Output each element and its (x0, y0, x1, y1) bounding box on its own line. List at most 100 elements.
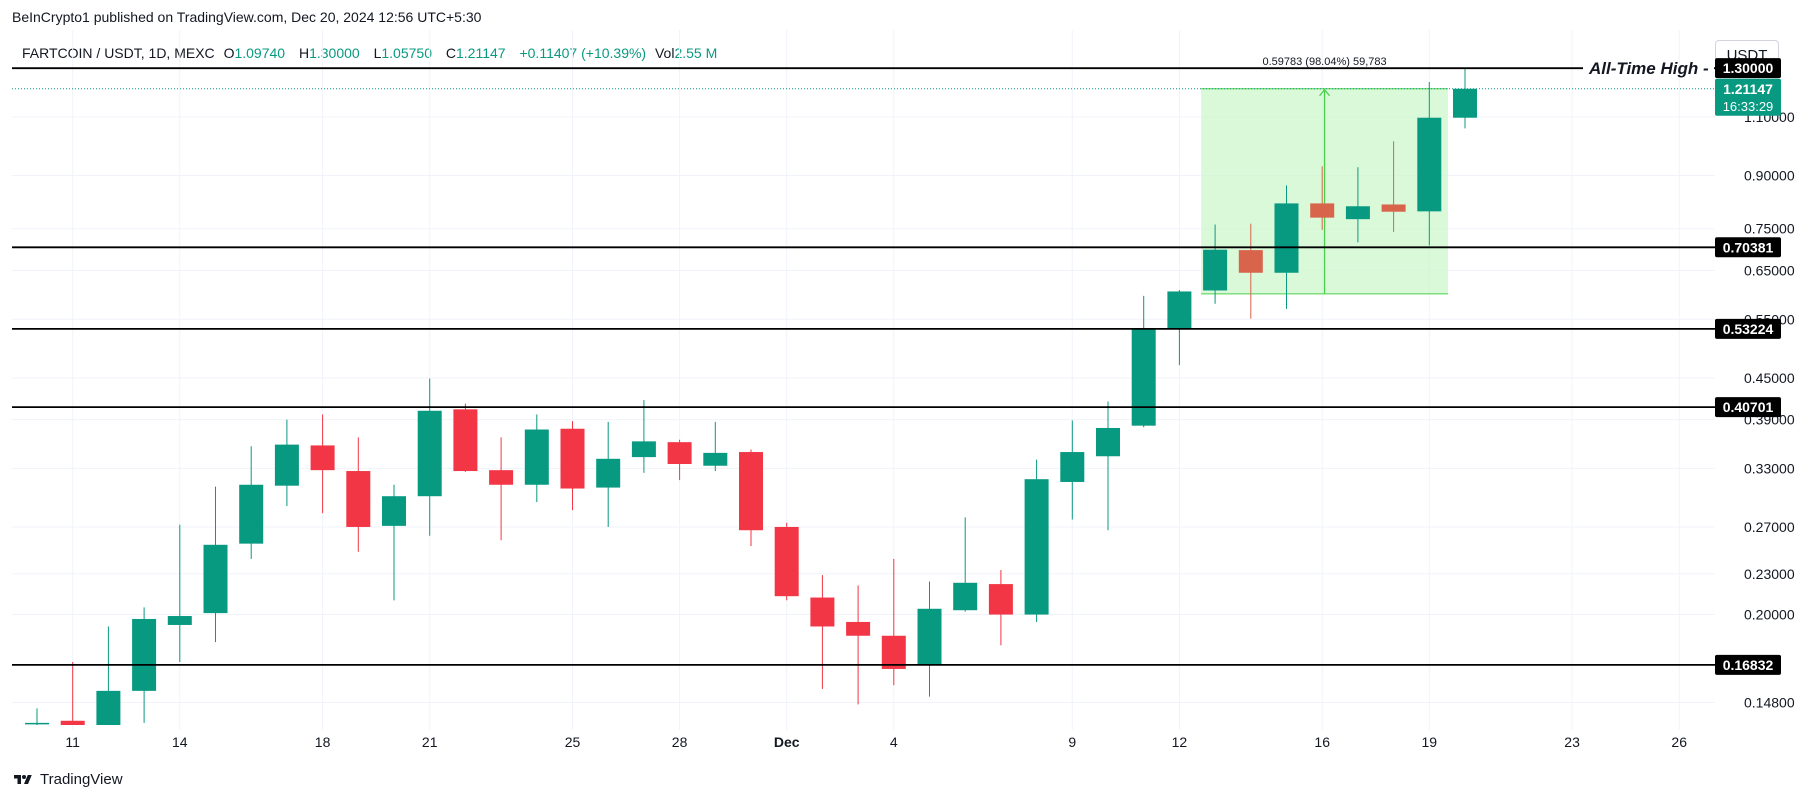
low-value: 1.05750 (381, 45, 432, 61)
close-label: C (445, 45, 456, 61)
level-price-label: 0.53224 (1723, 321, 1774, 337)
x-tick-label: 11 (65, 734, 80, 750)
candle-down (453, 409, 478, 472)
x-tick-label: 14 (172, 734, 188, 750)
candle-up (1345, 206, 1370, 220)
y-tick-label: 0.14800 (1744, 694, 1795, 710)
candle-down (739, 452, 763, 531)
x-tick-label: Dec (774, 734, 800, 750)
level-price-label: 1.30000 (1723, 60, 1774, 76)
candle-down (667, 442, 692, 464)
range-arrow-head (1319, 88, 1331, 97)
candle-up (1203, 249, 1228, 291)
candle-down (1310, 203, 1335, 218)
candle-up (382, 496, 406, 526)
range-measure: 0.59783 (98.04%) 59,783 (1201, 56, 1448, 295)
candle-down (1238, 250, 1263, 273)
candle-up (203, 544, 228, 614)
ath-annotation: All-Time High - (1588, 59, 1709, 78)
close-value: 1.21147 (456, 45, 506, 61)
tradingview-logo-icon (14, 774, 32, 784)
published-caption: BeInCrypto1 published on TradingView.com… (12, 9, 482, 25)
candle-down (846, 621, 871, 636)
candle-up (953, 582, 978, 611)
candle-down (1381, 204, 1406, 212)
low-label: L (373, 45, 382, 61)
candle-up (96, 690, 121, 725)
footer[interactable]: TradingView (12, 771, 123, 788)
time-axis: 11 14 18 21 25 28 Dec 4 9 12 16 19 23 26 (65, 734, 1687, 750)
level-price-label: 0.16832 (1723, 657, 1774, 673)
volume-label: Vol (654, 45, 675, 61)
candle-up (274, 444, 299, 486)
x-tick-label: 21 (422, 734, 438, 750)
ohlc-legend: FARTCOIN / USDT, 1D, MEXC O1.09740 H1.30… (22, 45, 727, 61)
candle-up (1417, 117, 1442, 212)
y-tick-label: 0.20000 (1744, 607, 1795, 623)
candle-up (1060, 452, 1085, 482)
support-resistance-levels: All-Time High - (12, 59, 1715, 666)
candle-down (810, 597, 835, 627)
candle-up (1096, 427, 1120, 457)
candle-up (167, 616, 192, 625)
price-axis: 0.148000.200000.230000.270000.330000.390… (1715, 58, 1795, 710)
candle-up (703, 452, 728, 466)
countdown-label: 16:33:29 (1723, 99, 1774, 114)
candle-up (524, 429, 549, 485)
candle-down (774, 526, 799, 597)
candle-up (239, 484, 264, 544)
change-value: +0.11407 (+10.39%) (519, 45, 647, 61)
y-tick-label: 0.45000 (1744, 370, 1795, 386)
level-price-tag (1715, 318, 1781, 339)
level-price-tag (1715, 654, 1781, 675)
x-tick-label: 28 (672, 734, 688, 750)
candle-down (310, 445, 335, 471)
level-price-label: 0.70381 (1723, 239, 1774, 255)
x-tick-label: 4 (890, 734, 898, 750)
open-value: 1.09740 (234, 45, 286, 61)
level-price-label: 0.40701 (1723, 399, 1774, 415)
y-tick-label: 0.75000 (1744, 221, 1795, 237)
volume-value: 2.55 M (674, 45, 718, 61)
y-tick-label: 0.65000 (1744, 263, 1795, 279)
symbol-label[interactable]: FARTCOIN / USDT, 1D, MEXC (22, 45, 215, 61)
candle-down (346, 471, 371, 527)
y-tick-label: 0.23000 (1744, 566, 1795, 582)
candle-down (560, 428, 585, 489)
candle-up (132, 618, 157, 691)
candle-down (60, 720, 85, 725)
candle-up (1274, 203, 1299, 273)
y-tick-label: 0.33000 (1744, 460, 1795, 476)
candle-up (25, 722, 49, 725)
x-tick-label: 23 (1564, 734, 1580, 750)
high-value: 1.30000 (309, 45, 360, 61)
level-price-tag (1715, 237, 1781, 258)
candles (25, 68, 1477, 725)
x-tick-label: 26 (1671, 734, 1687, 750)
level-price-tag (1715, 58, 1781, 79)
high-label: H (298, 45, 310, 61)
x-tick-label: 25 (565, 734, 581, 750)
candle-up (417, 410, 442, 497)
x-tick-label: 16 (1314, 734, 1330, 750)
candle-up (917, 608, 942, 666)
y-tick-label: 0.27000 (1744, 519, 1795, 535)
candle-up (1453, 88, 1477, 118)
candle-up (1167, 291, 1192, 329)
candle-up (1024, 479, 1049, 615)
y-tick-label: 0.90000 (1744, 168, 1795, 184)
current-price-tag (1715, 78, 1781, 116)
candle-down (489, 470, 514, 485)
candle-up (596, 458, 621, 488)
candle-down (881, 635, 906, 669)
footer-brand: TradingView (40, 771, 123, 788)
candle-up (1131, 328, 1156, 426)
candle-down (988, 584, 1013, 615)
x-tick-label: 19 (1422, 734, 1438, 750)
level-price-tag (1715, 397, 1781, 418)
x-tick-label: 9 (1068, 734, 1076, 750)
candle-up (631, 441, 656, 458)
open-label: O (223, 45, 235, 61)
x-tick-label: 18 (315, 734, 331, 750)
